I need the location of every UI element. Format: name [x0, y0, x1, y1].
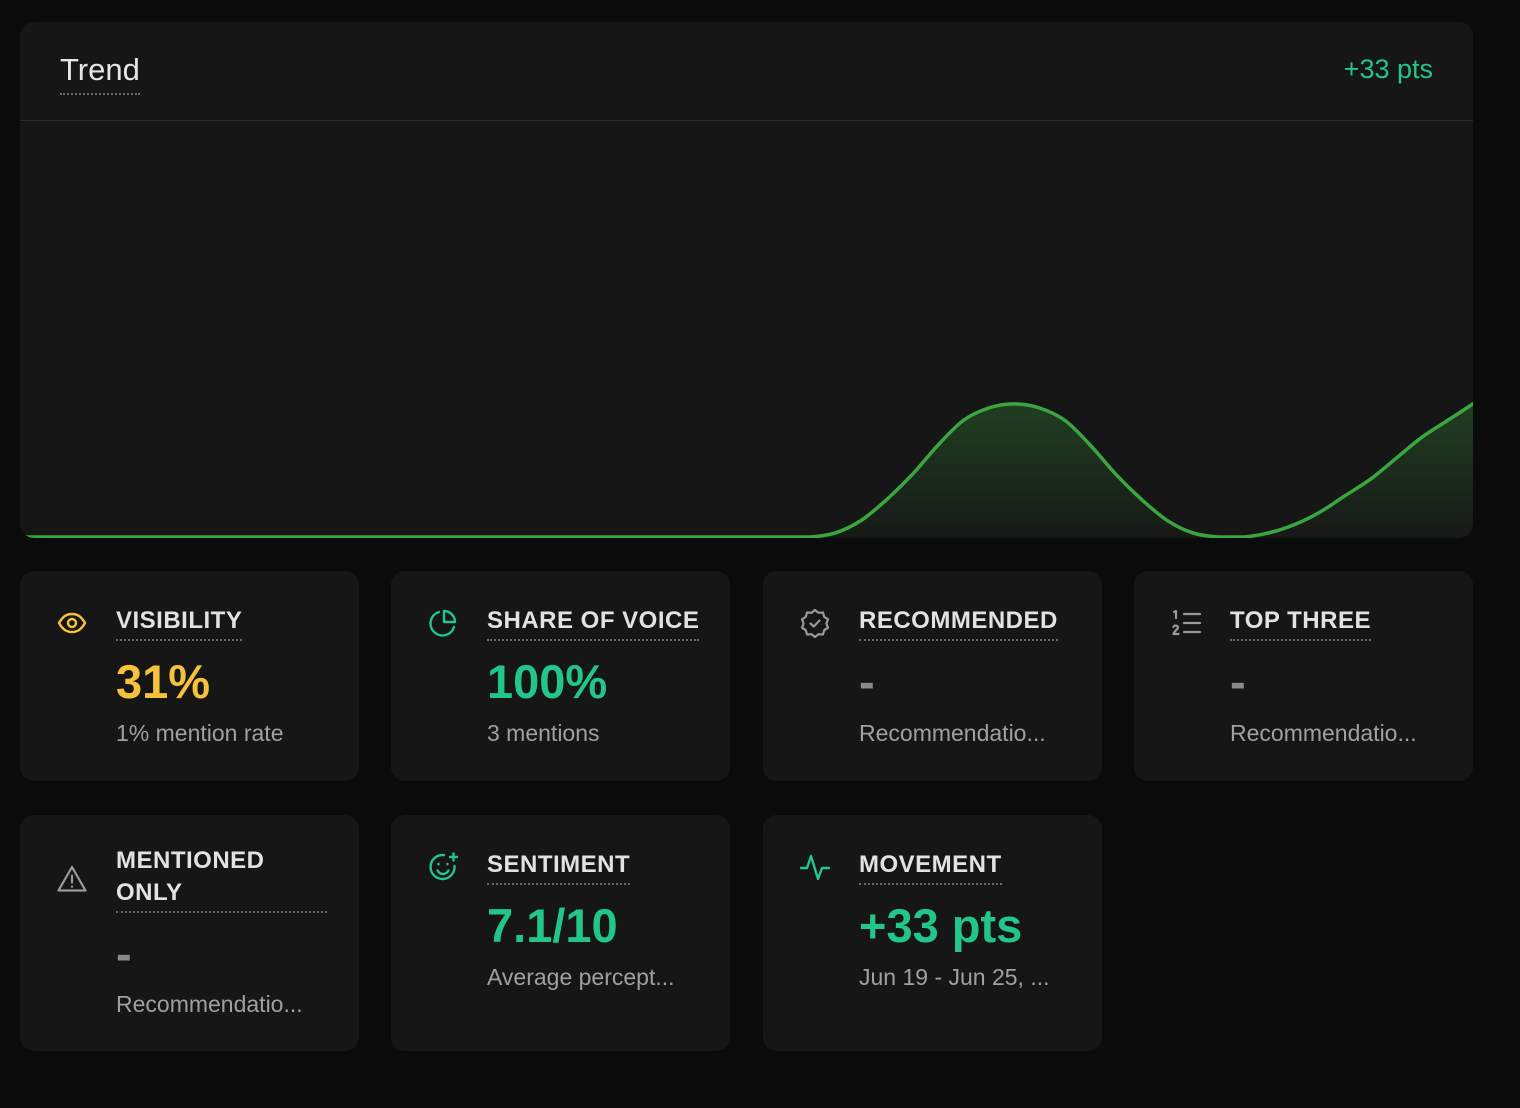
- mentioned-only-label-line1: MENTIONED: [116, 847, 265, 874]
- mentioned-only-sub: Recommendatio...: [116, 991, 303, 1017]
- sentiment-card[interactable]: SENTIMENT 7.1/10 Average percept...: [391, 815, 730, 1051]
- movement-value: +33 pts: [859, 899, 1023, 952]
- recommended-label[interactable]: RECOMMENDED: [859, 605, 1058, 641]
- top-three-value: -: [1230, 655, 1246, 708]
- sentiment-label[interactable]: SENTIMENT: [487, 849, 631, 885]
- trend-header: Trend +33 pts: [20, 22, 1473, 121]
- recommended-value: -: [859, 655, 875, 708]
- warning-icon: [56, 863, 88, 895]
- top-three-label[interactable]: TOP THREE: [1230, 605, 1371, 641]
- trend-line: [20, 402, 1473, 538]
- top-three-card[interactable]: TOP THREE - Recommendatio...: [1134, 571, 1473, 781]
- mentioned-only-label[interactable]: MENTIONED ONLY: [116, 845, 327, 913]
- activity-icon: [799, 851, 831, 883]
- recommended-sub: Recommendatio...: [859, 720, 1046, 746]
- share-of-voice-label[interactable]: SHARE OF VOICE: [487, 605, 700, 641]
- recommended-card[interactable]: RECOMMENDED - Recommendatio...: [763, 571, 1102, 781]
- visibility-value: 31%: [116, 655, 211, 708]
- mentioned-only-value: -: [116, 927, 132, 980]
- sentiment-sub: Average percept...: [487, 964, 675, 990]
- mentioned-only-card[interactable]: MENTIONED ONLY - Recommendatio...: [20, 815, 359, 1051]
- trend-card: Trend +33 pts: [20, 22, 1473, 538]
- trend-title[interactable]: Trend: [60, 51, 140, 95]
- visibility-label[interactable]: VISIBILITY: [116, 605, 243, 641]
- share-of-voice-value: 100%: [487, 655, 608, 708]
- visibility-sub: 1% mention rate: [116, 720, 284, 746]
- pie-chart-icon: [427, 607, 459, 639]
- trend-delta: +33 pts: [1343, 54, 1433, 84]
- visibility-card[interactable]: VISIBILITY 31% 1% mention rate: [20, 571, 359, 781]
- trend-chart[interactable]: [20, 121, 1473, 538]
- mentioned-only-label-line2: ONLY: [116, 879, 183, 906]
- share-of-voice-card[interactable]: SHARE OF VOICE 100% 3 mentions: [391, 571, 730, 781]
- movement-card[interactable]: MOVEMENT +33 pts Jun 19 - Jun 25, ...: [763, 815, 1102, 1051]
- sentiment-value: 7.1/10: [487, 899, 618, 952]
- movement-sub: Jun 19 - Jun 25, ...: [859, 964, 1050, 990]
- eye-icon: [56, 607, 88, 639]
- movement-label[interactable]: MOVEMENT: [859, 849, 1002, 885]
- ordered-list-icon: [1170, 607, 1202, 639]
- trend-area: [20, 403, 1473, 538]
- share-of-voice-sub: 3 mentions: [487, 720, 600, 746]
- top-three-sub: Recommendatio...: [1230, 720, 1417, 746]
- smile-plus-icon: [427, 851, 459, 883]
- badge-check-icon: [799, 607, 831, 639]
